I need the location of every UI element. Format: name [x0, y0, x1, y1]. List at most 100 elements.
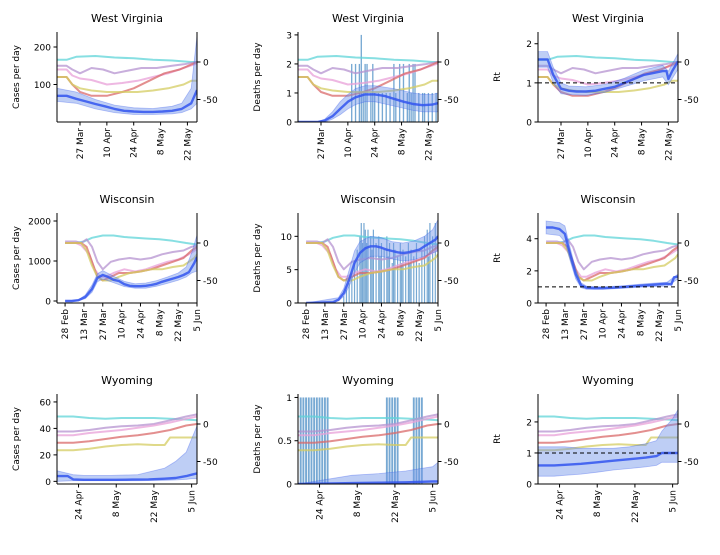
series-line-olive: [306, 242, 438, 282]
y-tick-label: 1: [286, 394, 292, 404]
fit-line: [538, 451, 678, 467]
series-line-pink: [298, 62, 438, 86]
series-line-olive: [538, 76, 678, 93]
chart-panel-6: 0 2 4 -50 0 28 Feb 13 Mar 27 Mar 10 Apr 24 Apr 8 M…: [493, 193, 699, 342]
x-tick-label: 22 May: [664, 127, 674, 161]
x-tick-label: 24 Apr: [316, 490, 326, 520]
confidence-band: [538, 408, 678, 477]
x-tick-label: 8 May: [396, 308, 406, 336]
series-line-purple: [538, 61, 678, 75]
right-tick-label: 0: [684, 421, 690, 431]
series-line-purple: [306, 238, 438, 271]
data-bar: [391, 263, 393, 303]
chart-panel-5: 0 5 10 -50 0 28 Feb 13 Mar 27 Mar 10 Apr 24 Apr 8 …: [253, 193, 459, 342]
x-tick-label: 8 May: [593, 489, 603, 517]
y-axis-label: Cases per day: [12, 406, 22, 471]
data-bar: [374, 92, 376, 122]
data-bar: [302, 397, 305, 484]
data-bar: [408, 63, 410, 122]
data-bar: [385, 92, 387, 122]
x-tick-label: 24 Apr: [75, 490, 85, 520]
chart-panel-1: 100 200 -50 0 27 Mar 10 Apr 24 Apr 8 May 22 May W…: [12, 12, 218, 161]
data-bar: [381, 92, 384, 122]
right-tick-label: 0: [684, 240, 690, 250]
confidence-band: [298, 461, 438, 484]
x-tick-label: 24 Apr: [617, 309, 627, 339]
data-bar: [415, 397, 418, 484]
x-tick-label: 24 Apr: [371, 128, 381, 158]
data-bar: [409, 263, 411, 303]
data-bar: [359, 236, 361, 303]
fit-line: [306, 235, 438, 303]
data-bar: [393, 397, 396, 484]
series-line-red: [538, 423, 678, 444]
series-line-red: [546, 242, 678, 282]
data-bar: [379, 256, 381, 303]
y-tick-label: 10: [281, 233, 293, 243]
x-tick-label: 22 May: [631, 489, 641, 523]
series-line-purple: [57, 413, 197, 433]
data-bar: [323, 397, 326, 484]
data-bar: [426, 229, 428, 303]
x-tick-label: 24 Apr: [136, 309, 146, 339]
series-line-red: [65, 242, 197, 282]
data-bar: [418, 92, 420, 122]
data-bar: [305, 397, 308, 484]
chart-title: West Virginia: [332, 12, 404, 25]
fit-line: [298, 93, 438, 122]
right-tick-label: -50: [684, 96, 699, 106]
plot-area: [57, 413, 197, 482]
right-tick-label: 0: [444, 240, 450, 250]
data-bar: [371, 249, 373, 303]
y-axis-label: Rt: [493, 434, 503, 444]
confidence-band: [65, 234, 197, 302]
data-bar: [406, 92, 408, 122]
series-line-purple: [65, 238, 197, 271]
series-line-pink: [538, 415, 678, 437]
x-tick-label: 13 Mar: [80, 309, 90, 341]
x-tick-label: 5 Jun: [193, 309, 203, 332]
y-tick-label: 1: [526, 449, 532, 459]
data-bar: [367, 229, 369, 303]
chart-title: Wisconsin: [341, 193, 396, 206]
data-bar: [402, 63, 405, 122]
y-tick-label: 40: [40, 425, 52, 435]
right-tick-label: -50: [444, 277, 459, 287]
data-bar: [364, 229, 366, 303]
x-tick-label: 22 May: [391, 489, 401, 523]
data-bar: [420, 397, 423, 484]
data-bar: [407, 243, 409, 303]
data-bar: [394, 249, 396, 303]
y-tick-label: 2000: [28, 218, 51, 228]
plot-area: [306, 219, 438, 303]
x-tick-label: 8 May: [112, 489, 122, 517]
y-tick-label: 0: [526, 300, 532, 310]
x-tick-label: 5 Jun: [669, 490, 679, 513]
data-bar: [387, 256, 389, 303]
data-bar: [360, 34, 362, 122]
fit-line: [65, 256, 197, 303]
plot-area: [298, 397, 438, 484]
chart-title: Wyoming: [342, 374, 394, 387]
series-line-pink: [298, 415, 438, 437]
x-tick-label: 8 May: [155, 308, 165, 336]
series-line-teal: [538, 55, 678, 63]
data-bar: [412, 397, 415, 484]
data-bar: [418, 397, 421, 484]
x-tick-label: 28 Feb: [542, 309, 552, 340]
y-tick-label: 2: [286, 60, 292, 70]
data-bar: [423, 236, 426, 303]
chart-title: West Virginia: [572, 12, 644, 25]
data-bar: [421, 92, 424, 122]
data-bar: [318, 397, 321, 484]
data-bar: [348, 283, 350, 303]
y-tick-label: 5: [286, 266, 292, 276]
data-bar: [410, 249, 412, 303]
data-bar: [307, 397, 310, 484]
series-line-red: [298, 423, 438, 444]
x-tick-label: 13 Mar: [321, 309, 331, 341]
y-tick-label: 2: [526, 418, 532, 428]
data-bar: [397, 256, 399, 303]
chart-panel-8: 0 0.5 1 -50 0 24 Apr 8 May 22 May 5 Jun Wyoming De…: [253, 374, 459, 523]
